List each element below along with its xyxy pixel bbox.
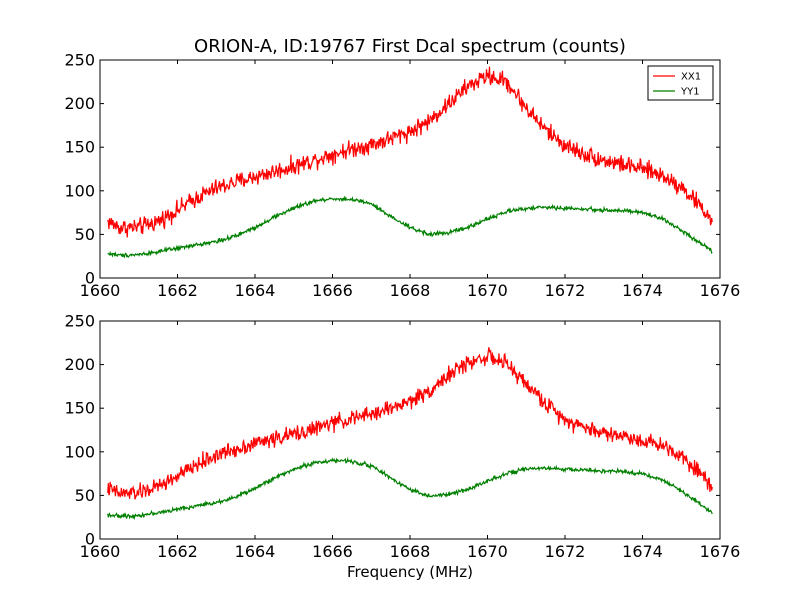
x-tick-label-top: 1670 — [467, 281, 508, 300]
y-tick-label-top: 50 — [75, 225, 95, 244]
x-tick-label-top: 1666 — [312, 281, 353, 300]
legend-label-yy1: YY1 — [680, 87, 700, 98]
x-tick-label-bottom: 1668 — [390, 542, 431, 561]
y-tick-label-bottom: 150 — [64, 399, 95, 418]
x-tick-label-bottom: 1664 — [235, 542, 276, 561]
series-line-yy1-bottom — [107, 456, 713, 521]
x-tick-label-bottom: 1660 — [80, 542, 121, 561]
y-tick-label-top: 0 — [85, 269, 95, 288]
x-tick-label-bottom: 1662 — [157, 542, 198, 561]
y-tick-label-top: 150 — [64, 138, 95, 157]
legend-box — [647, 65, 714, 101]
x-tick-label-top: 1668 — [390, 281, 431, 300]
series-line-xx1-top — [107, 66, 713, 238]
series-line-xx1-bottom — [107, 347, 713, 500]
chart-title: ORION-A, ID:19767 First Dcal spectrum (c… — [194, 36, 626, 57]
y-tick-label-top: 200 — [64, 94, 95, 113]
y-tick-label-bottom: 0 — [85, 530, 95, 549]
x-tick-label-top: 1672 — [545, 281, 586, 300]
x-tick-label-top: 1660 — [80, 281, 121, 300]
bottom-panel: 1660 1662 1664 1666 1668 1670 1672 1674 1676 0 50 1… — [64, 312, 740, 562]
x-tick-label-bottom: 1670 — [467, 542, 508, 561]
series-line-yy1-top — [107, 195, 713, 259]
x-tick-label-bottom: 1666 — [312, 542, 353, 561]
x-tick-label-top: 1664 — [235, 281, 276, 300]
y-tick-label-bottom: 100 — [64, 442, 95, 461]
x-tick-label-top: 1676 — [700, 281, 741, 300]
legend-label-xx1: XX1 — [681, 72, 701, 83]
top-panel: 1660 1662 1664 1666 1668 1670 1672 1674 1676 0 50 1… — [64, 51, 740, 301]
x-axis-label: Frequency (MHz) — [347, 563, 473, 581]
y-tick-label-bottom: 250 — [64, 312, 95, 331]
y-tick-label-bottom: 200 — [64, 355, 95, 374]
x-tick-label-bottom: 1672 — [545, 542, 586, 561]
x-tick-label-top: 1674 — [622, 281, 663, 300]
x-tick-label-bottom: 1676 — [700, 542, 741, 561]
x-tick-label-top: 1662 — [157, 281, 198, 300]
x-tick-label-bottom: 1674 — [622, 542, 663, 561]
y-tick-label-bottom: 50 — [75, 486, 95, 505]
y-tick-label-top: 100 — [64, 181, 95, 200]
y-tick-label-top: 250 — [64, 51, 95, 70]
